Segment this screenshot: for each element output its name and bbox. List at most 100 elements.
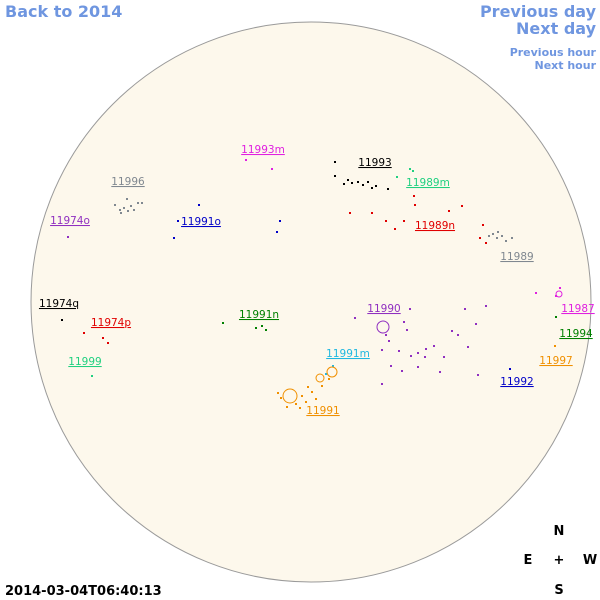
sunspot-dot xyxy=(387,188,389,190)
sunspot-dot xyxy=(414,204,416,206)
sunspot-dot xyxy=(555,295,557,297)
sunspot-dot xyxy=(127,210,129,212)
region-label[interactable]: 11996 xyxy=(111,176,145,188)
sunspot-dot xyxy=(332,365,334,367)
sunspot-dot xyxy=(271,168,273,170)
sunspot-dot xyxy=(133,209,135,211)
sunspot-dot xyxy=(554,345,556,347)
region-label[interactable]: 11991m xyxy=(326,348,370,360)
compass-center: + xyxy=(554,553,565,568)
sunspot-dot xyxy=(555,316,557,318)
sunspot-dot xyxy=(102,337,104,339)
sunspot-dot xyxy=(385,220,387,222)
sunspot-dot xyxy=(475,323,477,325)
region-label[interactable]: 11994 xyxy=(559,328,593,340)
sunspot-ring xyxy=(555,290,563,298)
region-label[interactable]: 11997 xyxy=(539,355,572,367)
sunspot-dot xyxy=(381,349,383,351)
sunspot-dot xyxy=(403,220,405,222)
sunspot-dot xyxy=(485,305,487,307)
sunspot-dot xyxy=(349,212,351,214)
region-label[interactable]: 11991 xyxy=(306,405,339,417)
region-label[interactable]: 11999 xyxy=(68,356,101,368)
sunspot-dot xyxy=(509,368,511,370)
region-label[interactable]: 11974o xyxy=(50,215,90,227)
sunspot-dot xyxy=(406,329,408,331)
previous-hour-link[interactable]: Previous hour xyxy=(510,46,597,59)
sunspot-dot xyxy=(497,231,499,233)
sunspot-dot xyxy=(177,220,179,222)
region-label[interactable]: 11989m xyxy=(406,177,450,189)
sunspot-dot xyxy=(286,406,288,408)
sunspot-dot xyxy=(119,209,121,211)
sunspot-dot xyxy=(265,329,267,331)
sunspot-dot xyxy=(141,202,143,204)
region-label[interactable]: 11991o xyxy=(181,216,221,228)
sunspot-dot xyxy=(485,242,487,244)
sunspot-dot xyxy=(403,321,405,323)
compass-south: S xyxy=(554,583,563,598)
region-label[interactable]: 11990 xyxy=(367,303,400,315)
sunspot-dot xyxy=(375,185,377,187)
sunspot-dot xyxy=(488,235,490,237)
sunspot-dot xyxy=(299,407,301,409)
next-hour-link[interactable]: Next hour xyxy=(535,59,597,72)
sunspot-dot xyxy=(451,330,453,332)
sunspot-dot xyxy=(261,325,263,327)
back-link[interactable]: Back to 2014 xyxy=(5,2,122,21)
sunspot-dot xyxy=(137,202,139,204)
sunspot-dot xyxy=(396,176,398,178)
sunspot-dot xyxy=(354,317,356,319)
sunspot-dot xyxy=(381,383,383,385)
region-label[interactable]: 11992 xyxy=(500,376,533,388)
previous-day-link[interactable]: Previous day xyxy=(480,2,597,21)
sunspot-dot xyxy=(280,397,282,399)
sunspot-dot xyxy=(305,401,307,403)
sunspot-dot xyxy=(357,181,359,183)
compass-east: E xyxy=(524,553,533,568)
sunspot-dot xyxy=(477,374,479,376)
sunspot-dot xyxy=(385,334,387,336)
sunspot-dot xyxy=(295,403,297,405)
sunspot-ring xyxy=(326,366,338,378)
sunspot-dot xyxy=(559,287,561,289)
sunspot-dot xyxy=(301,395,303,397)
sunspot-dot xyxy=(367,181,369,183)
compass-north: N xyxy=(554,524,565,539)
sunspot-dot xyxy=(535,292,537,294)
next-day-link[interactable]: Next day xyxy=(516,19,597,38)
sunspot-dot xyxy=(425,348,427,350)
sunspot-dot xyxy=(83,332,85,334)
sunspot-dot xyxy=(245,159,247,161)
sunspot-ring xyxy=(376,320,390,334)
solar-disk xyxy=(30,21,592,583)
sunspot-dot xyxy=(120,212,122,214)
sunspot-dot xyxy=(277,392,279,394)
sunspot-dot xyxy=(222,322,224,324)
sunspot-dot xyxy=(413,195,415,197)
sunspot-dot xyxy=(279,220,281,222)
region-label[interactable]: 11989 xyxy=(500,251,533,263)
sunspot-dot xyxy=(321,385,323,387)
sunspot-dot xyxy=(114,204,116,206)
region-label[interactable]: 11989n xyxy=(415,220,455,232)
sunspot-dot xyxy=(496,237,498,239)
sunspot-dot xyxy=(107,342,109,344)
sunspot-dot xyxy=(439,371,441,373)
sunspot-dot xyxy=(505,240,507,242)
sunspot-dot xyxy=(130,205,132,207)
region-label[interactable]: 11993 xyxy=(358,157,391,169)
region-label[interactable]: 11974q xyxy=(39,298,79,310)
sunspot-dot xyxy=(398,350,400,352)
region-label[interactable]: 11987 xyxy=(561,303,594,315)
region-label[interactable]: 11991n xyxy=(239,309,279,321)
region-label[interactable]: 11974p xyxy=(91,317,131,329)
sunspot-dot xyxy=(328,378,330,380)
sunspot-dot xyxy=(307,386,309,388)
sunspot-dot xyxy=(343,183,345,185)
region-label[interactable]: 11993m xyxy=(241,144,285,156)
sunspot-dot xyxy=(371,212,373,214)
sunspot-dot xyxy=(67,236,69,238)
sunspot-dot xyxy=(91,375,93,377)
